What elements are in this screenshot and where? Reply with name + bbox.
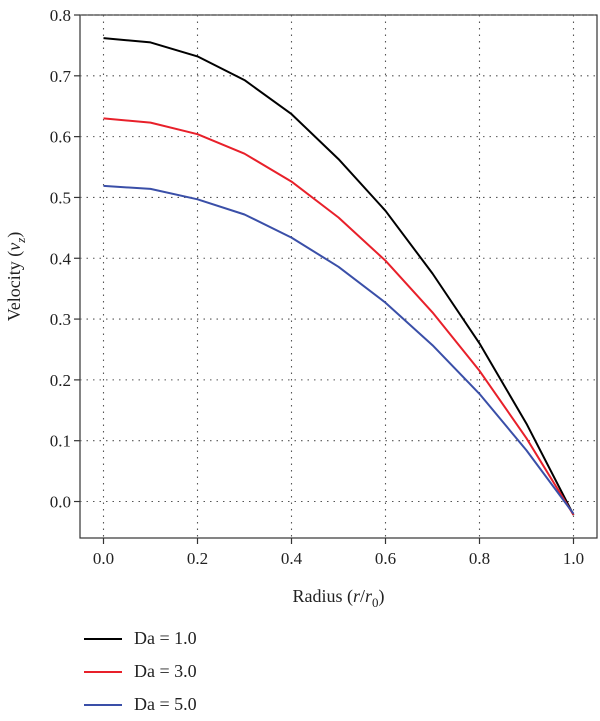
- y-tick-label: 0.3: [50, 310, 71, 329]
- x-tick-label: 1.0: [563, 549, 584, 568]
- y-tick-label: 0.5: [50, 188, 71, 207]
- series-lines: [103, 37, 575, 516]
- y-tick-label: 0.8: [50, 6, 71, 25]
- legend-item-1: Da = 1.0: [84, 622, 197, 655]
- legend-label: Da = 1.0: [134, 628, 197, 648]
- y-tick-label: 0.7: [50, 67, 72, 86]
- x-tick-label: 0.2: [187, 549, 208, 568]
- y-tick-label: 0.0: [50, 493, 71, 512]
- legend-item-2: Da = 3.0: [84, 655, 197, 688]
- grid: [80, 14, 597, 538]
- y-tick-label: 0.2: [50, 371, 71, 390]
- legend-swatch: [84, 637, 122, 640]
- x-tick-label: 0.6: [375, 549, 396, 568]
- x-axis-label: Radius (r/r0): [292, 586, 384, 610]
- x-tick-label: 0.0: [93, 549, 114, 568]
- legend-item-3: Da = 5.0: [84, 688, 197, 721]
- legend-label: Da = 5.0: [134, 694, 197, 714]
- y-tick-label: 0.4: [50, 249, 72, 268]
- series-line-3: [103, 184, 575, 515]
- legend-swatch: [84, 703, 122, 706]
- x-tick-label: 0.4: [281, 549, 303, 568]
- chart: 0.0 0.2 0.4 0.6 0.8 1.0 0.0 0.1 0.2 0.3 0.4 0.5 0.6 0…: [4, 6, 598, 610]
- series-line-2: [103, 117, 575, 516]
- y-axis-label: Velocity (vz): [4, 232, 28, 322]
- legend: Da = 1.0 Da = 3.0 Da = 5.0: [84, 622, 197, 721]
- series-line-1: [103, 37, 575, 516]
- x-tick-label: 0.8: [469, 549, 490, 568]
- y-tick-label: 0.6: [50, 128, 71, 147]
- legend-swatch: [84, 670, 122, 673]
- y-tick-label: 0.1: [50, 432, 71, 451]
- legend-label: Da = 3.0: [134, 661, 197, 681]
- plot-frame: [79, 14, 598, 539]
- axes: 0.0 0.2 0.4 0.6 0.8 1.0 0.0 0.1 0.2 0.3 0.4 0.5 0.6 0…: [50, 6, 584, 568]
